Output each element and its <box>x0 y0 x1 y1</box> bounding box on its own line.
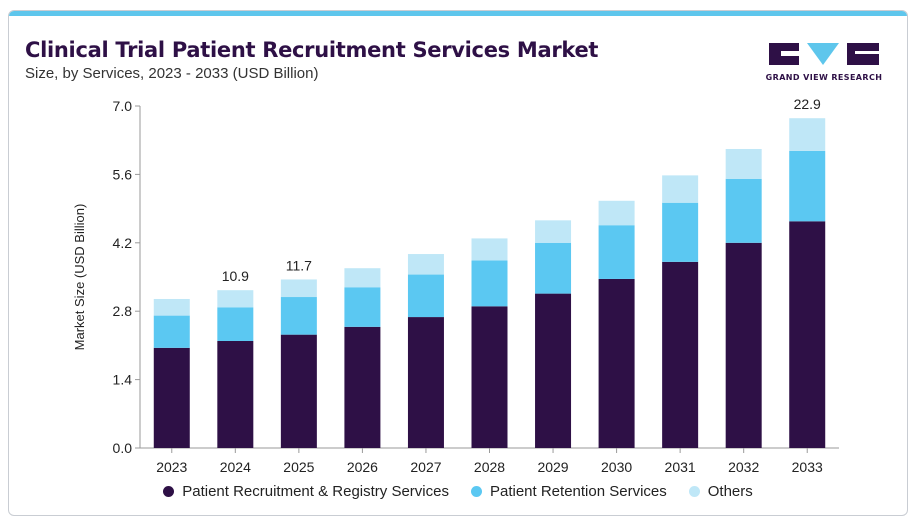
bar-segment-3 <box>280 279 317 298</box>
x-tick-label: 2033 <box>792 459 823 475</box>
bar-segment-1 <box>471 306 508 448</box>
bar-segment-2 <box>407 274 444 318</box>
bar-segment-2 <box>280 297 317 335</box>
bar-segment-3 <box>789 118 826 151</box>
bar-segment-1 <box>598 278 635 448</box>
bar-segment-1 <box>725 242 762 448</box>
bar-segment-2 <box>789 150 826 222</box>
legend-label-retention: Patient Retention Services <box>489 483 667 500</box>
bar-segment-3 <box>598 200 635 226</box>
y-tick-label: 7.0 <box>113 98 133 114</box>
chart-subtitle: Size, by Services, 2023 - 2033 (USD Bill… <box>25 65 319 82</box>
y-tick-label: 4.2 <box>113 235 133 251</box>
x-tick-label: 2027 <box>410 459 441 475</box>
bar-segment-1 <box>344 326 381 448</box>
x-tick-label: 2029 <box>537 459 568 475</box>
x-tick-label: 2026 <box>347 459 378 475</box>
bar-segment-2 <box>471 260 508 307</box>
bar-segment-2 <box>725 178 762 243</box>
bar-segment-2 <box>598 225 635 279</box>
x-tick-label: 2024 <box>220 459 251 475</box>
bar-segment-3 <box>535 220 572 243</box>
legend-swatch-retention <box>470 486 482 497</box>
accent-bar <box>9 11 907 16</box>
bar-segment-1 <box>153 347 190 448</box>
bar-segment-3 <box>407 254 444 275</box>
y-tick-label: 5.6 <box>113 166 133 182</box>
x-tick-label: 2030 <box>601 459 632 475</box>
x-tick-label: 2028 <box>474 459 505 475</box>
x-tick-label: 2031 <box>665 459 696 475</box>
data-label: 11.7 <box>286 257 312 273</box>
y-tick-label: 1.4 <box>113 372 133 388</box>
bar-segment-3 <box>725 148 762 179</box>
brand-name: GRAND VIEW RESEARCH <box>765 73 883 82</box>
legend-item-others: Others <box>688 483 753 500</box>
bar-segment-2 <box>535 242 572 294</box>
data-label: 10.9 <box>222 268 249 284</box>
stacked-bar-chart: 0.0 1.4 2.8 4.2 5.6 7.0 Market Size (USD Billi… <box>72 96 839 475</box>
bar-segment-1 <box>789 221 826 448</box>
chart-card: Clinical Trial Patient Recruitment Servi… <box>8 10 908 516</box>
legend-item-retention: Patient Retention Services <box>470 483 667 500</box>
legend-label-recruitment: Patient Recruitment & Registry Services <box>182 483 449 500</box>
bar-segment-2 <box>344 287 381 327</box>
x-tick-label: 2023 <box>156 459 187 475</box>
bar-segment-2 <box>217 307 254 342</box>
data-label: 22.9 <box>794 96 821 112</box>
legend-item-recruitment: Patient Recruitment & Registry Services <box>163 483 449 500</box>
bar-segment-3 <box>153 298 190 316</box>
y-axis-label: Market Size (USD Billion) <box>72 204 87 351</box>
bar-segment-1 <box>217 341 254 448</box>
x-tick-label: 2032 <box>728 459 759 475</box>
bar-segment-3 <box>217 290 254 308</box>
chart-title: Clinical Trial Patient Recruitment Servi… <box>25 38 599 62</box>
bar-segment-2 <box>662 202 699 262</box>
bar-segment-3 <box>344 268 381 288</box>
legend-swatch-recruitment <box>163 486 175 497</box>
legend-swatch-others <box>688 486 700 497</box>
x-tick-label: 2025 <box>283 459 314 475</box>
bar-segment-1 <box>280 334 317 448</box>
bar-segment-1 <box>407 317 444 448</box>
bar-segment-3 <box>662 175 699 203</box>
bar-segment-1 <box>535 293 572 448</box>
legend: Patient Recruitment & Registry Services … <box>9 483 907 500</box>
brand-logo: GRAND VIEW RESEARCH <box>759 37 889 87</box>
y-tick-label: 0.0 <box>113 440 133 456</box>
bar-segment-2 <box>153 315 190 348</box>
y-tick-label: 2.8 <box>113 303 133 319</box>
brand-logo-mark <box>769 43 879 65</box>
bar-segment-3 <box>471 238 508 261</box>
bar-segment-1 <box>662 261 699 448</box>
legend-label-others: Others <box>707 483 753 500</box>
